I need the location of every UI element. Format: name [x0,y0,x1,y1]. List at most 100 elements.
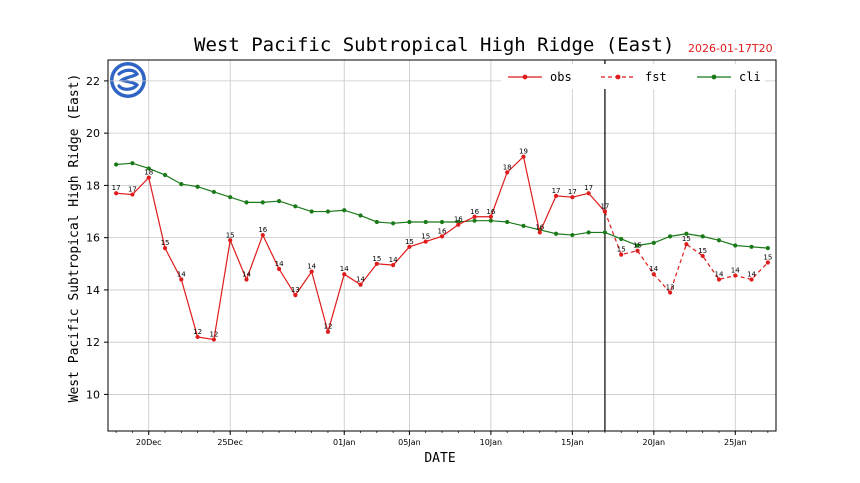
y-tick-label: 14 [86,284,100,297]
y-tick-label: 18 [86,179,100,192]
point-obs [130,192,135,197]
point-fst [684,242,689,247]
point-obs [342,272,347,277]
point-cli [114,162,119,167]
y-axis-label: West Pacific Subtropical High Ridge (Eas… [67,74,82,403]
point-obs [391,262,396,268]
point-label-obs: 17 [584,184,593,192]
point-cli [749,244,754,249]
point-label-fst: 15 [698,247,707,255]
point-label-obs: 17 [600,203,609,211]
point-obs [488,214,493,219]
point-fst [716,277,722,282]
point-label-obs: 15 [161,239,170,247]
point-label-obs: 16 [438,227,447,235]
point-cli [700,234,705,239]
legend-cli-marker [711,74,717,80]
y-tick-label: 16 [86,232,100,245]
point-obs [439,234,445,239]
point-obs [456,222,461,227]
point-obs [407,244,412,249]
point-cli [179,182,184,187]
point-fst [635,248,640,253]
legend-fst-marker [615,74,621,80]
x-tick-label: 20Dec [136,438,162,447]
point-cli [211,189,217,195]
point-label-obs: 12 [193,328,202,336]
series-layer [114,154,770,342]
point-cli [765,246,770,251]
x-tick-label: 25Dec [217,438,243,447]
point-label-obs: 17 [568,188,577,196]
y-tick-label: 20 [86,127,100,140]
point-label-obs: 16 [486,208,495,216]
point-obs [293,293,298,298]
x-tick-label: 10Jan [480,438,503,447]
point-label-fst: 15 [682,235,691,243]
point-cli [162,172,168,178]
point-obs [521,154,526,159]
point-cli [407,219,412,225]
point-cli [602,230,608,235]
point-cli [505,219,510,225]
point-cli [130,161,135,166]
point-fst [651,272,656,277]
x-axis-label: DATE [424,451,455,466]
point-label-obs: 17 [552,187,561,195]
point-cli [570,232,575,238]
point-obs [276,266,282,272]
point-label-obs: 12 [209,331,218,339]
point-fst [667,290,673,295]
point-obs [423,239,428,244]
point-label-obs: 13 [291,286,300,294]
point-cli [309,209,314,214]
point-label-obs: 18 [503,163,512,171]
point-label-obs: 15 [421,233,430,241]
point-label-obs: 14 [389,256,398,264]
point-obs [211,337,217,342]
point-cli [586,230,591,235]
point-cli [472,218,477,223]
point-label-obs: 17 [128,186,137,194]
point-cli [244,200,249,205]
point-label-fst: 15 [763,253,772,261]
point-label-obs: 14 [275,260,284,268]
series-line-fst [604,211,769,294]
point-label-obs: 17 [112,184,121,192]
point-cli [619,236,624,242]
point-fst [765,260,770,265]
point-cli [342,208,347,213]
point-cli [228,195,233,200]
point-obs [309,269,314,274]
point-cli [358,213,363,218]
point-cli [195,184,200,189]
point-fst [619,252,624,257]
point-obs [358,282,363,287]
point-cli [146,166,151,171]
point-obs [570,195,575,200]
chart-title: West Pacific Subtropical High Ridge (Eas… [194,34,674,56]
point-label-fst: 14 [747,270,756,278]
point-label-obs: 16 [470,208,479,216]
point-label-obs: 18 [144,169,153,177]
chart-timestamp: 2026-01-17T20 [688,42,773,55]
point-obs [114,191,119,196]
point-obs [472,214,477,219]
point-label-obs: 12 [323,323,332,331]
y-tick-label: 12 [86,336,100,349]
x-tick-label: 20Jan [643,438,666,447]
point-cli [651,240,656,245]
legend-obs-marker [522,74,528,80]
legend-fst-label: fst [645,70,667,84]
point-cli [260,200,265,205]
point-obs [602,209,608,214]
point-obs [260,232,265,238]
point-label-obs: 15 [372,255,381,263]
point-obs [244,277,249,282]
point-cli [423,219,428,225]
point-cli [667,234,673,239]
logo-icon [110,62,146,98]
point-cli [635,243,640,248]
point-obs [553,193,559,198]
x-tick-label: 01Jan [333,438,356,447]
